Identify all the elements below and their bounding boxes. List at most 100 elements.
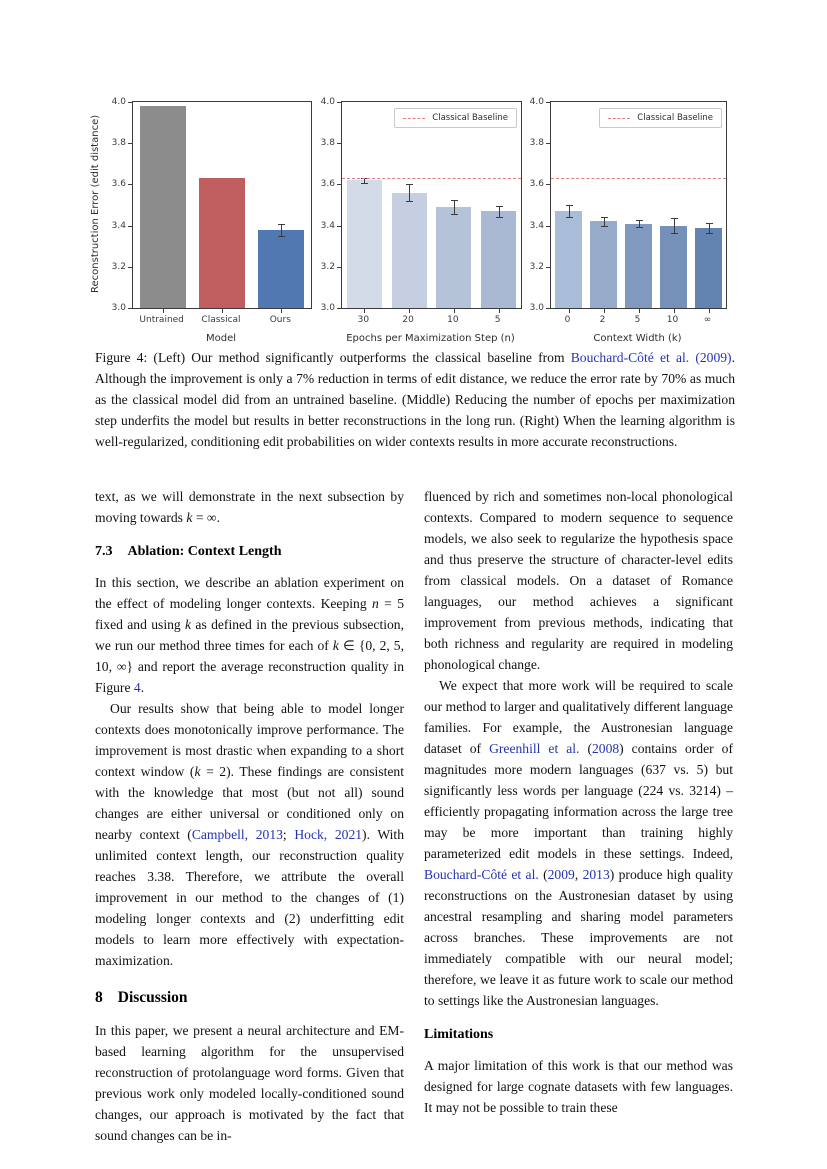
citation-link[interactable]: 4: [133, 680, 141, 695]
x-axis-tick-label: 5: [494, 315, 501, 325]
math-variable: n: [372, 596, 379, 611]
legend: Classical Baseline: [394, 108, 517, 128]
error-bar-cap: [566, 217, 573, 219]
error-bar: [454, 199, 455, 215]
y-axis-tick-label: 3.2: [111, 261, 126, 272]
section-heading: 8 Discussion: [95, 987, 404, 1008]
x-axis-tick-label: 5: [634, 315, 641, 325]
y-tick-mark: [546, 308, 550, 309]
y-axis-tick-label: 3.6: [529, 179, 544, 190]
error-bar-cap: [278, 223, 285, 225]
math-variable: k: [185, 617, 192, 632]
error-bar-cap: [496, 205, 503, 207]
section-number: 8: [95, 989, 103, 1006]
left-column: text, as we will demonstrate in the next…: [95, 486, 404, 1146]
error-bar-cap: [406, 184, 413, 186]
text-run: ∈ {0, 2, 5, 10, ∞} and report the averag…: [95, 638, 404, 695]
y-axis-tick-label: 3.2: [529, 261, 544, 272]
chart-context-width: Classical Baseline 3.0 3.2 3.4 3.6 3.8 4.0 0 2 5…: [95, 87, 735, 349]
bar-∞: [695, 227, 722, 308]
x-axis-title: Context Width (k): [593, 333, 682, 344]
y-axis-tick-label: 3.4: [320, 220, 335, 231]
bar-5: [625, 223, 652, 308]
section-title: Ablation: Context Length: [127, 544, 282, 559]
text-run: ). With unlimited context length, our re…: [95, 827, 405, 968]
x-tick-mark: [639, 309, 640, 313]
error-bar: [409, 184, 410, 201]
y-tick-mark: [337, 184, 341, 186]
text-run: . Although the improvement is only a 7% …: [95, 350, 735, 449]
x-tick-mark: [222, 309, 223, 313]
error-bar-cap: [451, 199, 458, 201]
bar-Untrained: [140, 106, 186, 308]
error-bar-cap: [451, 214, 458, 216]
text-run: as defined in the previous subsection, w…: [95, 617, 404, 653]
error-bar-cap: [706, 222, 713, 224]
x-tick-mark: [604, 309, 605, 313]
citation-link[interactable]: Bouchard-Côté et al.: [424, 867, 539, 882]
y-tick-mark: [128, 102, 132, 103]
y-tick-mark: [337, 143, 341, 145]
y-tick-mark: [546, 184, 550, 186]
error-bar-cap: [671, 232, 678, 234]
figure-4-charts: 3.0 3.2 3.4 3.6 3.8 4.0 Untrained Classical Ours…: [90, 87, 735, 349]
section-title: Discussion: [117, 989, 188, 1006]
error-bar-cap: [496, 216, 503, 218]
paragraph: In this paper, we present a neural archi…: [95, 1020, 404, 1146]
y-axis-tick-label: 3.0: [529, 303, 544, 313]
legend-dashed-line-sample: [403, 117, 426, 119]
y-tick-mark: [337, 102, 341, 103]
classical-baseline-line: [551, 178, 726, 180]
y-tick-mark: [337, 308, 341, 309]
error-bar-cap: [671, 218, 678, 220]
y-axis-tick-label: 3.6: [111, 179, 126, 190]
error-bar: [499, 205, 500, 217]
paragraph: fluenced by rich and sometimes non-local…: [424, 486, 733, 675]
citation-link[interactable]: Bouchard-Côté et al. (2009): [570, 350, 732, 365]
citation-link[interactable]: Hock, 2021: [294, 827, 363, 842]
x-tick-mark: [709, 309, 710, 313]
chart-epochs-per-maximization-step: Classical Baseline 3.0 3.2 3.4 3.6 3.8 4.0 30 2…: [95, 87, 735, 349]
y-axis-tick-label: 3.2: [320, 261, 335, 272]
legend-label: Classical Baseline: [432, 113, 508, 123]
x-axis-tick-label: 10: [666, 315, 679, 325]
bar-20: [392, 192, 427, 308]
y-tick-mark: [128, 308, 132, 309]
x-axis-tick-label: Classical: [201, 315, 241, 325]
y-tick-mark: [546, 143, 550, 145]
x-axis-tick-label: 30: [357, 315, 370, 325]
text-run: A major limitation of this work is that …: [424, 1058, 733, 1115]
text-run: ) produce high quality reconstructions o…: [424, 867, 733, 1008]
plot-area-context-width: Classical Baseline: [550, 101, 727, 309]
text-run: In this paper, we present a neural archi…: [95, 1023, 404, 1143]
y-axis-tick-label: 4.0: [320, 97, 335, 107]
citation-link[interactable]: 2009: [547, 867, 575, 882]
x-axis-tick-label: 10: [447, 315, 459, 325]
x-axis-tick-label: Untrained: [139, 315, 184, 325]
text-run: ) contains order of magnitudes more mode…: [424, 741, 733, 861]
x-tick-mark: [674, 309, 675, 313]
error-bar-cap: [406, 200, 413, 202]
text-run: = 2). These findings are consistent with…: [95, 764, 404, 842]
y-axis-tick-label: 3.6: [320, 179, 335, 190]
error-bar: [604, 216, 605, 226]
figure-caption: Figure 4: (Left) Our method significantl…: [95, 347, 735, 452]
citation-link[interactable]: Campbell, 2013: [191, 827, 283, 842]
section-heading: Limitations: [424, 1024, 733, 1045]
citation-link[interactable]: Greenhill et al.: [489, 741, 580, 756]
error-bar-cap: [636, 219, 643, 221]
citation-link[interactable]: 2008: [591, 741, 620, 756]
math-variable: k: [194, 764, 201, 779]
x-tick-mark: [409, 309, 410, 313]
x-tick-mark: [454, 309, 455, 313]
x-axis-tick-label: 0: [564, 315, 571, 325]
citation-link[interactable]: 2013: [582, 867, 610, 882]
math-variable: k: [186, 510, 193, 525]
paragraph: We expect that more work will be require…: [424, 675, 733, 1011]
y-axis-tick-label: 3.4: [111, 220, 126, 231]
error-bar: [364, 177, 365, 183]
y-axis-tick-label: 3.8: [111, 138, 126, 149]
bar-10: [436, 207, 471, 308]
error-bar-cap: [636, 227, 643, 229]
